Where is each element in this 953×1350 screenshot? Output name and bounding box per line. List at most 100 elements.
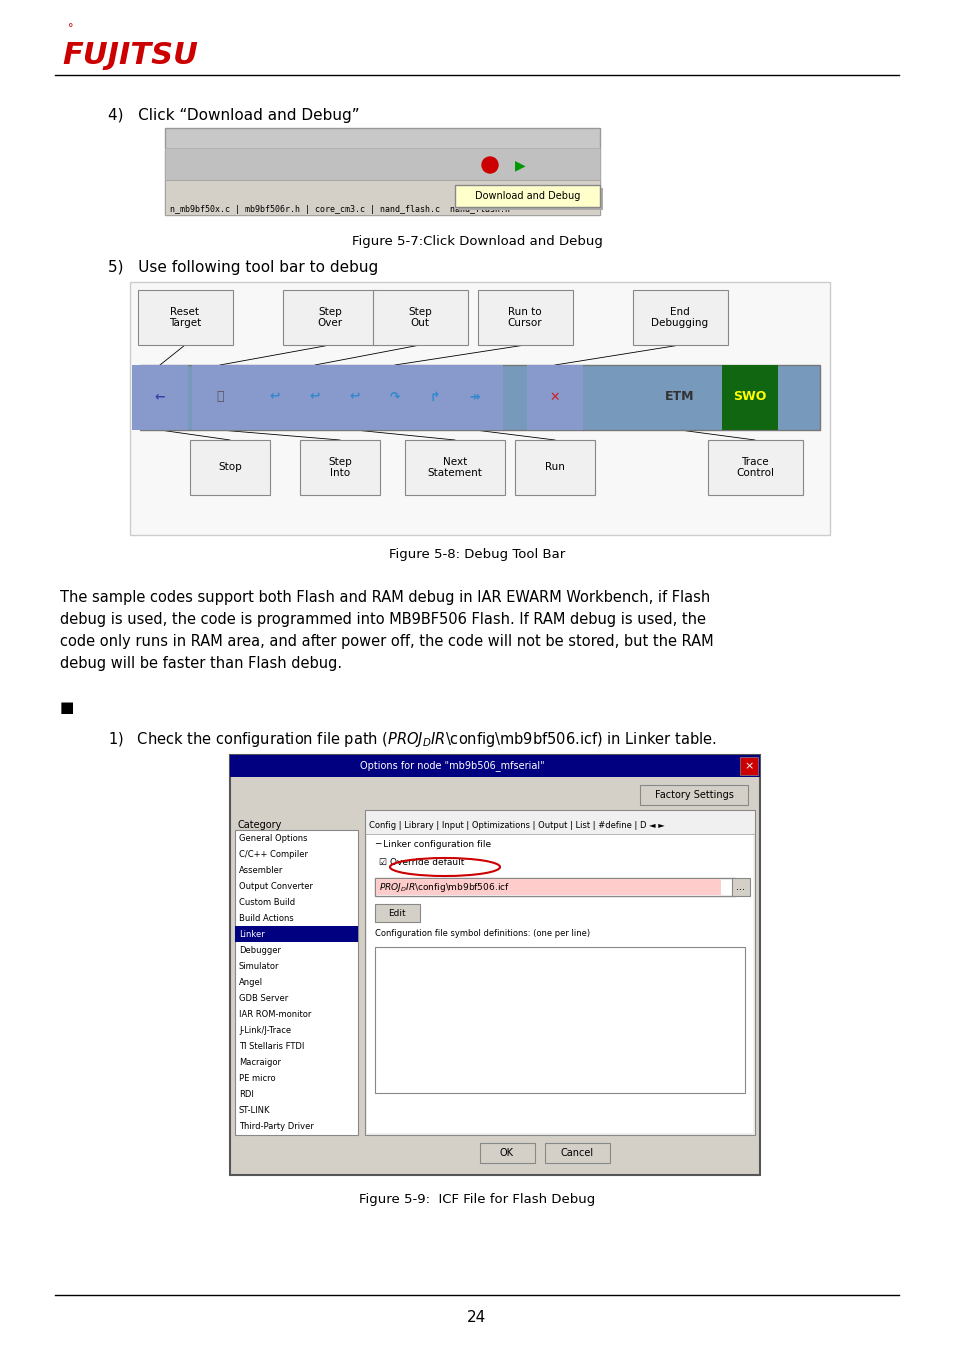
Text: Build Actions: Build Actions	[239, 914, 294, 923]
Text: General Options: General Options	[239, 833, 307, 842]
Text: $PROJ_DIR$\config\mb9bf506.icf: $PROJ_DIR$\config\mb9bf506.icf	[378, 880, 509, 894]
Bar	[373, 290, 468, 346]
Bar	[455, 185, 599, 207]
Text: Step
Out: Step Out	[408, 306, 432, 328]
Text: Reset
Target: Reset Target	[169, 306, 201, 328]
Text: n_mb9bf50x.c | mb9bf506r.h | core_cm3.c | nand_flash.c  nand_flash.h: n_mb9bf50x.c | mb9bf506r.h | core_cm3.c …	[170, 205, 510, 215]
Text: End
Debugging: End Debugging	[651, 306, 708, 328]
Text: ▶: ▶	[515, 158, 525, 171]
Text: Category: Category	[237, 819, 282, 830]
Text: Stop: Stop	[218, 463, 242, 472]
Text: Simulator: Simulator	[239, 963, 279, 971]
Text: Third-Party Driver: Third-Party Driver	[239, 1122, 314, 1131]
Bar	[165, 148, 599, 184]
Text: ↩: ↩	[270, 390, 280, 404]
Bar	[283, 290, 377, 346]
Text: ×: ×	[743, 761, 753, 771]
Text: ✕: ✕	[549, 390, 559, 404]
Bar	[740, 757, 758, 775]
Bar	[132, 364, 188, 431]
Text: Macraigor: Macraigor	[239, 1058, 281, 1068]
Bar	[190, 440, 270, 495]
Bar	[707, 440, 802, 495]
Text: Figure 5-7:Click Download and Debug: Figure 5-7:Click Download and Debug	[352, 235, 601, 248]
Bar	[138, 290, 233, 346]
Bar	[477, 290, 573, 346]
Text: Step
Over: Step Over	[317, 306, 342, 328]
Text: FUJITSU: FUJITSU	[62, 40, 197, 69]
Bar	[140, 364, 820, 431]
Bar	[327, 364, 382, 431]
Bar	[515, 440, 595, 495]
Bar	[447, 364, 502, 431]
Bar	[367, 834, 752, 1133]
Text: Angel: Angel	[239, 977, 263, 987]
Bar	[526, 364, 582, 431]
Text: Cancel: Cancel	[559, 1148, 593, 1158]
Bar	[375, 946, 744, 1094]
Bar	[375, 904, 419, 922]
Bar	[405, 440, 504, 495]
Text: Linker: Linker	[239, 930, 265, 938]
Circle shape	[481, 157, 497, 173]
Text: °: °	[68, 23, 73, 32]
Text: ─ Linker configuration file: ─ Linker configuration file	[375, 840, 491, 849]
Text: ☑ Override default: ☑ Override default	[378, 859, 464, 867]
Text: J-Link/J-Trace: J-Link/J-Trace	[239, 1026, 291, 1035]
Bar	[407, 364, 462, 431]
Text: ETM: ETM	[664, 390, 694, 404]
Text: ✋: ✋	[216, 390, 224, 404]
Bar	[731, 878, 749, 896]
Bar	[230, 755, 760, 778]
Text: Figure 5-9:  ICF File for Flash Debug: Figure 5-9: ICF File for Flash Debug	[358, 1193, 595, 1206]
Bar	[457, 188, 602, 211]
Text: Download and Debug: Download and Debug	[475, 190, 579, 201]
Bar	[365, 810, 754, 1135]
Text: Step
Into: Step Into	[328, 456, 352, 478]
Text: Configuration file symbol definitions: (one per line): Configuration file symbol definitions: (…	[375, 929, 590, 938]
Text: OK: OK	[499, 1148, 514, 1158]
Text: 1)   Check the configuration file path ($PROJ_DIR$\config\mb9bf506.icf) in Linke: 1) Check the configuration file path ($P…	[108, 730, 716, 749]
Text: The sample codes support both Flash and RAM debug in IAR EWARM Workbench, if Fla: The sample codes support both Flash and …	[60, 590, 709, 605]
Bar	[375, 878, 734, 896]
Bar	[230, 755, 760, 1174]
Bar	[633, 290, 727, 346]
Text: 24: 24	[467, 1311, 486, 1326]
Text: C/C++ Compiler: C/C++ Compiler	[239, 849, 308, 859]
Text: Options for node "mb9b506_mfserial": Options for node "mb9b506_mfserial"	[360, 760, 544, 771]
Text: debug is used, the code is programmed into MB9BF506 Flash. If RAM debug is used,: debug is used, the code is programmed in…	[60, 612, 705, 626]
Text: ↱: ↱	[429, 390, 439, 404]
Text: ↩: ↩	[350, 390, 360, 404]
Text: TI Stellaris FTDI: TI Stellaris FTDI	[239, 1042, 304, 1052]
Text: ■: ■	[60, 701, 74, 716]
Text: ↠: ↠	[469, 390, 479, 404]
Text: IAR ROM-monitor: IAR ROM-monitor	[239, 1010, 311, 1019]
Bar	[247, 364, 303, 431]
Text: Figure 5-8: Debug Tool Bar: Figure 5-8: Debug Tool Bar	[389, 548, 564, 562]
Bar	[299, 440, 379, 495]
Bar	[130, 282, 829, 535]
Bar	[192, 364, 248, 431]
Text: Debugger: Debugger	[239, 946, 281, 954]
Bar	[367, 364, 422, 431]
Bar	[721, 364, 778, 431]
Text: ↷: ↷	[390, 390, 400, 404]
Text: Assembler: Assembler	[239, 865, 283, 875]
Text: Run: Run	[544, 463, 564, 472]
Bar	[375, 879, 720, 895]
Text: Trace
Control: Trace Control	[735, 456, 773, 478]
Text: PE micro: PE micro	[239, 1075, 275, 1083]
Text: Edit: Edit	[388, 909, 405, 918]
Bar	[639, 784, 747, 805]
Bar	[479, 1143, 535, 1162]
Text: Config | Library | Input | Optimizations | Output | List | #define | D ◄ ►: Config | Library | Input | Optimizations…	[369, 822, 664, 830]
Bar	[165, 180, 599, 215]
Bar	[287, 364, 343, 431]
Text: Output Converter: Output Converter	[239, 882, 313, 891]
Text: code only runs in RAM area, and after power off, the code will not be stored, bu: code only runs in RAM area, and after po…	[60, 634, 713, 649]
Text: debug will be faster than Flash debug.: debug will be faster than Flash debug.	[60, 656, 342, 671]
Bar	[234, 926, 357, 942]
Text: Run to
Cursor: Run to Cursor	[507, 306, 541, 328]
Bar	[165, 128, 599, 215]
Bar	[544, 1143, 609, 1162]
